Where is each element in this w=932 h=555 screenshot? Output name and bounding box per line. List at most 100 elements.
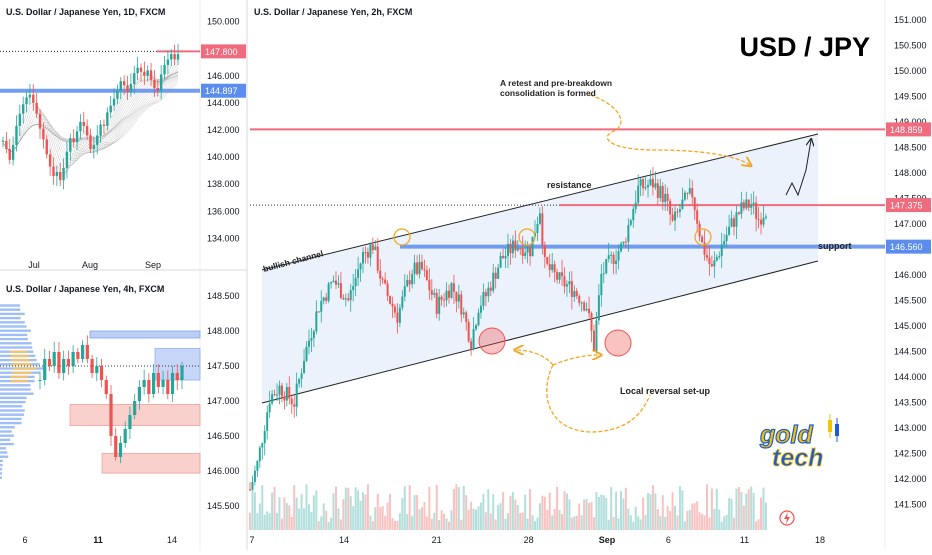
main-candle-body [268,403,271,413]
main-volume-bar [546,509,549,530]
main-candle-body [632,209,635,221]
retest-circle-2 [518,228,536,246]
main-candle-body [651,178,654,188]
h4-candle-body [161,380,165,387]
lightning-icon[interactable] [779,510,795,526]
daily-candle-body [48,154,52,167]
headline: USD / JPY [739,32,870,62]
main-volume-bar [438,520,441,530]
main-candle-body [428,280,431,291]
main-candle-body [506,243,509,257]
main-candle-body [521,248,524,257]
main-volume-bar [757,519,760,530]
main-volume-bar [288,505,291,530]
h4-profile-bar [0,329,31,332]
h4-profile-bar [0,388,31,391]
h4-profile-poc [10,350,27,353]
h4-profile-bar [0,308,21,311]
main-volume-bar [688,509,691,530]
main-candle-body [499,255,502,268]
main-candle-body [710,264,713,267]
daily-candle-body [85,125,89,136]
main-candle-body [381,278,384,280]
main-candle-body [362,252,365,264]
h4-candle-body [128,415,132,429]
daily-candle-body [38,113,42,129]
main-volume-bar [531,515,534,530]
main-candle-body [686,192,689,194]
main-candle-body [307,340,310,347]
main-y-tick: 151.000 [894,15,927,25]
main-volume-bar [374,507,377,530]
main-volume-bar [590,501,593,530]
main-volume-bar [320,516,323,530]
h4-profile-bar [0,321,25,324]
retest-note-line1: A retest and pre-breakdown [500,78,612,88]
main-volume-bar [295,497,298,530]
reversal-circle-1 [478,327,506,355]
main-candle-body [315,311,318,332]
daily-candle-body [170,54,173,60]
daily-candle-body [122,81,126,86]
logo-tech-text: tech [772,444,823,472]
main-x-tick: 21 [432,535,442,545]
main-candle-body [317,311,320,313]
main-y-tick: 148.000 [894,168,927,178]
main-volume-bar [696,501,699,530]
main-y-tick: 147.000 [894,219,927,229]
main-candle-body [283,396,286,401]
daily-y-tick: 138.000 [207,179,240,189]
main-volume-bar [745,493,748,530]
main-volume-bar [266,511,269,530]
h4-candle-body [66,359,70,366]
main-volume-bar [659,516,662,530]
daily-candle-body [149,70,153,80]
daily-panel-bg [0,0,247,270]
h4-candle-body [104,380,108,394]
main-candle-body [580,302,583,304]
main-candle-body [448,290,451,298]
main-x-tick: 7 [249,535,254,545]
main-y-tick: 144.000 [894,372,927,382]
h4-profile-bar [0,463,3,467]
main-candle-body [575,291,578,297]
main-candle-body [725,234,728,241]
main-candle-body [548,263,551,271]
main-volume-bar [322,503,325,530]
main-candle-body [664,193,667,203]
main-candle-body [278,385,281,395]
main-candle-body [634,202,637,210]
daily-candle-body [65,151,69,168]
main-candle-body [629,220,632,225]
main-candle-body [615,260,618,265]
daily-candle-body [102,124,106,126]
daily-candle-body [109,105,112,113]
main-volume-bar [393,520,396,530]
main-volume-bar [462,485,465,530]
main-volume-bar [580,515,583,530]
h4-candle-body [123,429,127,443]
main-x-tick: 11 [740,535,749,545]
main-candle-body [467,321,470,342]
main-volume-bar [595,492,598,530]
main-candle-body [477,312,480,326]
main-candle-body [376,246,379,271]
main-volume-bar [637,516,640,530]
main-volume-bar [457,487,460,530]
main-candle-body [595,320,598,352]
main-volume-bar [639,519,642,530]
h4-profile-bar [0,413,25,416]
main-candle-body [757,218,760,220]
retest-note-line2: consolidation is formed [500,88,596,98]
main-candle-body [605,258,608,274]
main-volume-layer [249,484,767,530]
daily-candle-body [72,138,75,143]
daily-candle-body [146,70,149,76]
main-volume-bar [656,509,659,530]
daily-x-tick: Sep [145,260,161,270]
h4-candle-body [85,345,89,359]
main-volume-bar [487,489,490,530]
channel-upper-line [261,133,819,271]
daily-candle-body [11,144,15,160]
